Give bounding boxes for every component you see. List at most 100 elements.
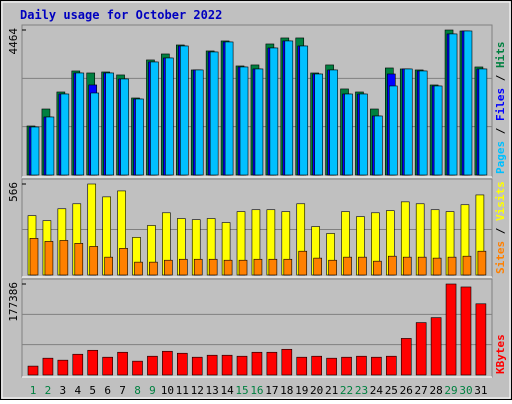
bar bbox=[87, 349, 99, 376]
x-tick-label: 30 bbox=[459, 384, 472, 397]
x-tick-label: 31 bbox=[474, 384, 487, 397]
bar bbox=[253, 258, 263, 276]
bar bbox=[194, 69, 204, 176]
bar bbox=[74, 243, 84, 276]
bar bbox=[177, 352, 188, 376]
x-tick-label: 12 bbox=[191, 384, 204, 397]
x-tick-label: 22 bbox=[340, 384, 353, 397]
x-tick-label: 28 bbox=[429, 384, 442, 397]
bar bbox=[417, 256, 427, 276]
bar bbox=[223, 259, 233, 276]
bar bbox=[402, 256, 412, 276]
bar bbox=[251, 351, 263, 376]
bar bbox=[59, 240, 69, 276]
bar bbox=[164, 259, 173, 276]
bar bbox=[329, 69, 338, 176]
x-tick-label: 20 bbox=[310, 384, 323, 397]
bar bbox=[105, 72, 114, 176]
bar bbox=[165, 57, 174, 176]
bar bbox=[180, 45, 189, 176]
bar bbox=[356, 355, 367, 376]
bar bbox=[299, 45, 309, 176]
bar bbox=[119, 248, 128, 276]
bar bbox=[150, 61, 159, 176]
bar bbox=[326, 357, 337, 376]
bar bbox=[134, 261, 143, 276]
x-tick-label: 14 bbox=[220, 384, 234, 397]
bar bbox=[433, 85, 443, 176]
bar bbox=[314, 73, 323, 176]
x-tick-label: 6 bbox=[104, 384, 111, 397]
x-tick-label: 18 bbox=[280, 384, 293, 397]
bar bbox=[460, 286, 472, 376]
bar bbox=[132, 360, 143, 376]
bar bbox=[400, 338, 412, 376]
bar bbox=[448, 33, 458, 176]
x-tick-label: 29 bbox=[444, 384, 457, 397]
x-tick-label: 26 bbox=[400, 384, 413, 397]
x-tick-label: 16 bbox=[250, 384, 263, 397]
bar bbox=[209, 51, 219, 176]
x-tick-label: 8 bbox=[134, 384, 141, 397]
legend-entry: KBytes bbox=[494, 334, 507, 374]
y-tick-label: 566 bbox=[7, 182, 20, 202]
bar bbox=[374, 115, 383, 176]
bar bbox=[415, 322, 427, 376]
bar bbox=[239, 66, 249, 176]
x-tick-label: 24 bbox=[370, 384, 384, 397]
x-tick-label: 11 bbox=[176, 384, 189, 397]
bar bbox=[44, 241, 54, 276]
bar bbox=[445, 283, 457, 376]
x-tick-label: 10 bbox=[161, 384, 174, 397]
x-tick-label: 3 bbox=[60, 384, 67, 397]
bar bbox=[371, 356, 382, 376]
legend-entry: Pages bbox=[494, 141, 507, 174]
chart-title: Daily usage for October 2022 bbox=[20, 8, 222, 22]
legend-separator: / bbox=[494, 68, 507, 88]
bar bbox=[343, 256, 352, 276]
bar bbox=[463, 30, 473, 176]
bar bbox=[296, 356, 308, 376]
bar bbox=[430, 317, 442, 376]
legend: KBytes bbox=[494, 334, 507, 374]
bar bbox=[149, 261, 158, 276]
legend-entry: Files bbox=[494, 88, 507, 121]
x-tick-label: 13 bbox=[206, 384, 219, 397]
bar bbox=[27, 365, 39, 376]
x-tick-label: 7 bbox=[119, 384, 126, 397]
bar bbox=[236, 355, 248, 376]
bar bbox=[388, 255, 397, 276]
legend: Pages / Files / Hits bbox=[494, 42, 507, 175]
bar bbox=[89, 246, 99, 276]
bar bbox=[418, 70, 428, 176]
y-tick-label: 4464 bbox=[7, 28, 20, 55]
bar bbox=[29, 238, 39, 276]
legend: Sites / Visits bbox=[494, 181, 507, 274]
x-tick-label: 2 bbox=[45, 384, 52, 397]
bar bbox=[266, 351, 278, 376]
legend-entry: Visits bbox=[494, 181, 507, 221]
x-tick-label: 1 bbox=[30, 384, 37, 397]
legend-separator: / bbox=[494, 121, 507, 141]
x-tick-label: 15 bbox=[235, 384, 248, 397]
bar bbox=[191, 356, 203, 376]
bar bbox=[72, 353, 84, 376]
bar bbox=[206, 354, 218, 376]
bar bbox=[193, 258, 203, 276]
bar bbox=[341, 356, 352, 376]
bar bbox=[90, 92, 100, 176]
bar bbox=[283, 258, 293, 276]
x-tick-label: 23 bbox=[355, 384, 368, 397]
x-tick-label: 4 bbox=[74, 384, 81, 397]
bar bbox=[221, 354, 233, 376]
bar bbox=[328, 259, 337, 276]
x-tick-label: 5 bbox=[89, 384, 96, 397]
bar bbox=[477, 250, 487, 276]
bar bbox=[298, 250, 308, 276]
bar bbox=[224, 41, 234, 176]
legend-entry: Sites bbox=[494, 241, 507, 274]
bar bbox=[403, 68, 413, 176]
bar bbox=[269, 47, 279, 176]
bar bbox=[208, 258, 218, 276]
